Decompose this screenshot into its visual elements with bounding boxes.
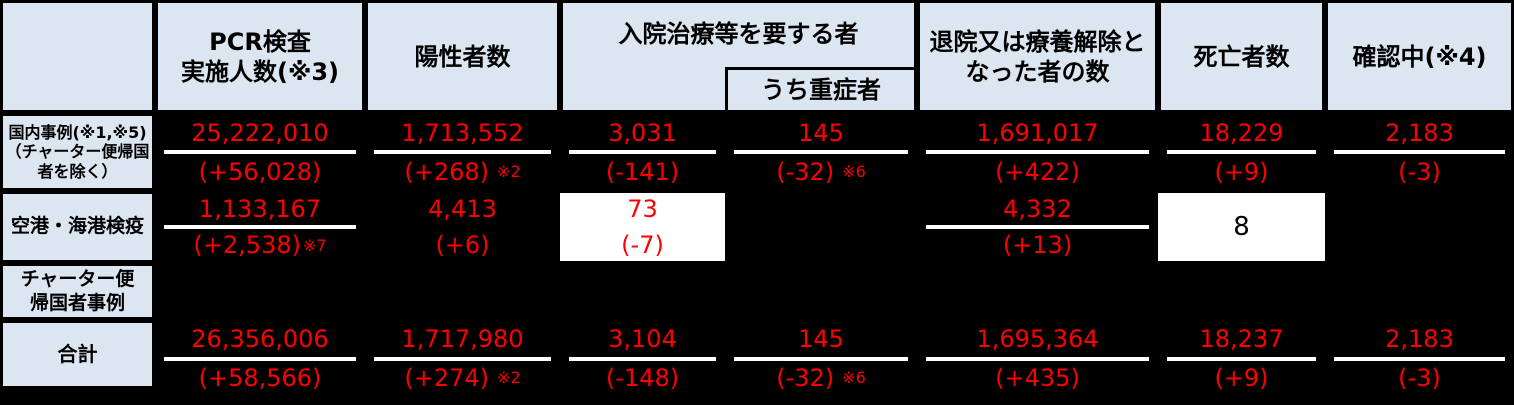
cell-total-pcr: 26,356,006 (+58,566) — [159, 322, 361, 395]
white-separator-line — [926, 225, 1149, 229]
value-change: (+435) — [995, 363, 1080, 392]
white-separator-line — [164, 150, 356, 154]
white-separator-line — [1334, 356, 1505, 361]
value-main: 3,031 — [608, 118, 677, 147]
footnote-mark: ※6 — [842, 162, 866, 181]
white-separator-line — [926, 356, 1149, 361]
value-change: (-141) — [605, 157, 680, 186]
cell-domestic-confirming: 2,183 (-3) — [1329, 115, 1510, 189]
cell-domestic-discharged: 1,691,017 (+422) — [921, 115, 1154, 189]
value-change: (-7) — [621, 231, 664, 259]
white-separator-line — [926, 150, 1149, 154]
header-deaths: 死亡者数 — [1161, 3, 1322, 110]
cell-quarantine-pcr: 1,133,167 (+2,538) ※7 — [159, 193, 361, 261]
value-change: (-32) — [776, 157, 835, 186]
row-label-domestic-cases: 国内事例(※1,※5) （チャーター便帰国 者を除く） — [3, 116, 152, 188]
header-positive-cases: 陽性者数 — [368, 3, 557, 110]
value-change: (-3) — [1398, 157, 1441, 186]
white-separator-line — [164, 225, 356, 229]
value-change: (+9) — [1214, 157, 1269, 186]
value-main: 145 — [798, 118, 844, 147]
cell-domestic-severe: 145 (-32) ※6 — [729, 115, 913, 189]
value-change: (+268) — [404, 157, 490, 186]
header-under-confirmation: 確認中(※4) — [1328, 3, 1511, 110]
value-main: 2,183 — [1385, 118, 1454, 147]
white-separator-line — [1167, 356, 1316, 361]
value-main: 1,713,552 — [401, 118, 524, 147]
white-separator-line — [374, 150, 551, 154]
value-main: 26,356,006 — [191, 325, 329, 354]
cell-quarantine-discharged: 4,332 (+13) — [921, 193, 1154, 261]
value-change: (-32) — [776, 363, 835, 392]
footnote-mark: ※2 — [497, 368, 521, 388]
value-change: (+422) — [995, 157, 1080, 186]
value-change: (+274) — [404, 363, 490, 392]
header-hospitalized-group: 入院治療等を要する者 うち重症者 — [563, 3, 914, 110]
row-label-charter-flight-returnees: チャーター便 帰国者事例 — [3, 266, 152, 317]
white-separator-line — [734, 356, 908, 361]
value-main: 1,691,017 — [976, 118, 1099, 147]
header-pcr-tests: PCR検査 実施人数(※3) — [158, 3, 362, 110]
value-change: (+9) — [1214, 363, 1269, 392]
cell-domestic-deaths: 18,229 (+9) — [1162, 115, 1321, 189]
cell-quarantine-hospitalized-highlight-box: 73 (-7) — [560, 193, 725, 261]
white-separator-line — [374, 356, 551, 361]
cell-domestic-hospitalized: 3,031 (-141) — [564, 115, 721, 189]
value-main: 1,133,167 — [198, 195, 322, 223]
value-main: 8 — [1233, 212, 1250, 242]
value-change: (+2,538) — [193, 231, 301, 259]
footnote-mark: ※2 — [497, 162, 521, 181]
cell-domestic-pcr: 25,222,010 (+56,028) — [159, 115, 361, 189]
row-label-total: 合計 — [3, 323, 152, 386]
cell-total-confirming: 2,183 (-3) — [1329, 322, 1510, 395]
value-main: 1,717,980 — [401, 325, 524, 354]
footnote-mark: ※6 — [842, 368, 866, 388]
white-separator-line — [569, 356, 716, 361]
value-main: 1,695,364 — [976, 325, 1099, 354]
white-separator-line — [1334, 150, 1505, 154]
header-hospitalized: 入院治療等を要する者 — [618, 20, 859, 48]
header-discharged: 退院又は療養解除と なった者の数 — [920, 3, 1155, 110]
value-change: (+56,028) — [198, 157, 322, 186]
cell-total-severe: 145 (-32) ※6 — [729, 322, 913, 395]
white-separator-line — [1167, 150, 1316, 154]
cell-quarantine-positive: 4,413 (+6) — [369, 193, 556, 261]
white-separator-line — [734, 150, 908, 154]
value-change: (+6) — [435, 231, 490, 259]
footnote-mark: ※7 — [302, 235, 327, 255]
value-main: 3,104 — [608, 325, 677, 354]
value-change: (-148) — [605, 363, 680, 392]
value-change: (-3) — [1398, 363, 1441, 392]
value-change: (+58,566) — [198, 363, 322, 392]
cell-total-hospitalized: 3,104 (-148) — [564, 322, 721, 395]
value-main: 2,183 — [1385, 325, 1454, 354]
white-separator-line — [164, 356, 356, 361]
cell-quarantine-deaths-highlight-box: 8 — [1158, 193, 1325, 261]
header-corner-cell — [3, 3, 152, 110]
value-main: 73 — [627, 195, 658, 223]
value-change: (+13) — [1002, 231, 1073, 259]
value-main: 18,237 — [1199, 325, 1284, 354]
value-main: 4,413 — [428, 195, 497, 223]
cell-total-discharged: 1,695,364 (+435) — [921, 322, 1154, 395]
cell-total-positive: 1,717,980 (+274) ※2 — [369, 322, 556, 395]
white-separator-line — [569, 150, 716, 154]
row-label-airport-seaport-quarantine: 空港・海港検疫 — [3, 194, 152, 260]
value-main: 18,229 — [1199, 118, 1284, 147]
cell-domestic-positive: 1,713,552 (+268) ※2 — [369, 115, 556, 189]
value-main: 4,332 — [1003, 195, 1072, 223]
header-severe-subcolumn: うち重症者 — [725, 67, 914, 110]
value-main: 25,222,010 — [191, 118, 329, 147]
value-main: 145 — [798, 325, 844, 354]
cell-total-deaths: 18,237 (+9) — [1162, 322, 1321, 395]
